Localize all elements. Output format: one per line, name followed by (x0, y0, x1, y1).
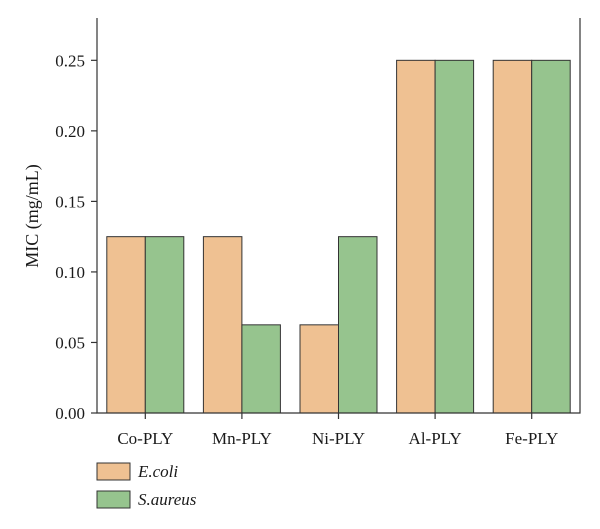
legend-label: S.aureus (138, 490, 197, 509)
legend: E.coli S.aureus (96, 462, 197, 509)
bar-mn-ply-ecoli (202, 236, 243, 414)
x-ticks-group: Co-PLY Mn-PLY Ni-PLY Al-PLY Fe-PLY (117, 413, 558, 448)
y-axis-label: MIC (mg/mL) (22, 164, 43, 268)
y-tick-label: 0.00 (55, 404, 85, 423)
x-tick-label: Mn-PLY (212, 429, 272, 448)
x-tick-label: Co-PLY (117, 429, 173, 448)
y-tick-label: 0.25 (55, 51, 85, 70)
bar-ni-ply-saureus (338, 236, 378, 414)
bar-co-ply-saureus (144, 236, 185, 414)
y-ticks-group: 0.00 0.05 0.10 0.15 0.20 0.25 (55, 51, 97, 423)
legend-label: E.coli (137, 462, 178, 481)
y-tick-label: 0.20 (55, 122, 85, 141)
legend-swatch (96, 462, 131, 481)
bars-group (106, 59, 571, 414)
x-tick-label: Ni-PLY (312, 429, 365, 448)
y-tick-label: 0.05 (55, 333, 85, 352)
x-tick-label: Fe-PLY (505, 429, 558, 448)
bar-ni-ply-ecoli (299, 324, 339, 414)
bar-fe-ply-saureus (531, 59, 571, 414)
bar-co-ply-ecoli (106, 236, 146, 414)
y-tick-label: 0.15 (55, 192, 85, 211)
legend-swatch (96, 490, 131, 509)
bar-mn-ply-saureus (241, 324, 281, 414)
bar-fe-ply-ecoli (492, 59, 533, 414)
y-tick-label: 0.10 (55, 263, 85, 282)
bar-al-ply-saureus (434, 59, 475, 414)
bar-al-ply-ecoli (396, 59, 436, 414)
x-tick-label: Al-PLY (409, 429, 462, 448)
